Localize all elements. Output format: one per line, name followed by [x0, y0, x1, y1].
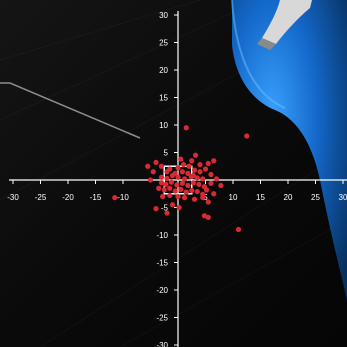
x-tick-label: -30 [7, 193, 19, 202]
x-tick-label: 30 [339, 193, 347, 202]
data-point [164, 169, 170, 175]
tick-labels: -30 -25 -20 -15 -10 5 10 15 20 25 30 30 25 20 15 10 5 -5 -… [7, 11, 347, 347]
data-point [189, 158, 195, 164]
data-point [191, 167, 198, 173]
data-point [163, 181, 169, 187]
data-point [208, 171, 214, 178]
pointer-line [0, 82, 141, 139]
y-tick-label: -30 [156, 341, 168, 347]
data-point [156, 185, 162, 191]
data-point [191, 196, 198, 202]
data-point [158, 174, 165, 180]
data-point [235, 226, 242, 233]
x-tick-label: -20 [62, 193, 74, 202]
data-point [193, 152, 199, 158]
x-tick-label: 15 [256, 193, 265, 202]
data-point [180, 162, 187, 168]
data-point [153, 206, 159, 212]
data-point [188, 174, 194, 180]
data-point [176, 204, 182, 211]
data-point [179, 169, 185, 175]
data-point [164, 210, 170, 216]
data-point [204, 187, 210, 193]
data-point [178, 156, 184, 162]
data-point [179, 180, 185, 186]
y-tick-label: -20 [156, 286, 168, 295]
data-point [175, 174, 181, 180]
data-point [205, 160, 211, 167]
data-point [189, 187, 195, 194]
data-point [145, 163, 151, 169]
data-point [196, 181, 202, 187]
data-point [174, 182, 180, 188]
y-tick-label: -25 [156, 314, 168, 323]
data-point [178, 186, 184, 192]
data-point [202, 166, 209, 172]
data-point [190, 180, 196, 186]
data-point [112, 195, 118, 201]
axes [9, 11, 347, 347]
data-point [185, 170, 191, 176]
data-point [182, 176, 188, 182]
data-point [186, 163, 192, 169]
data-point [205, 199, 211, 205]
data-point [185, 182, 191, 189]
y-tick-label: 20 [159, 66, 168, 75]
x-tick-label: -10 [117, 193, 129, 202]
data-point [167, 192, 173, 198]
y-tick-label: 5 [164, 149, 169, 158]
data-point [200, 195, 206, 201]
data-point [160, 193, 166, 200]
y-tick-label: 10 [159, 121, 168, 130]
data-point [175, 165, 181, 171]
data-point [208, 180, 214, 186]
robot-arm-illustration [231, 0, 347, 300]
data-point [205, 214, 211, 220]
x-tick-label: 5 [203, 193, 208, 202]
data-point [158, 163, 165, 169]
data-point [182, 195, 188, 201]
data-point [244, 133, 250, 139]
x-tick-label: 10 [229, 193, 238, 202]
x-tick-label: 25 [311, 193, 320, 202]
data-point [169, 202, 176, 208]
data-point [167, 185, 173, 191]
data-point [164, 175, 170, 181]
y-tick-label: 30 [159, 11, 168, 20]
data-point [158, 180, 165, 186]
data-point [153, 159, 159, 165]
y-tick-label: 25 [159, 39, 168, 48]
data-point [183, 125, 189, 131]
data-point [211, 158, 217, 164]
data-point [194, 188, 200, 195]
data-point [194, 175, 200, 181]
data-point [183, 189, 189, 195]
data-point [147, 177, 154, 183]
x-tick-label: -15 [90, 193, 102, 202]
y-tick-label: 15 [159, 94, 168, 103]
data-point [200, 176, 206, 182]
data-point [168, 179, 174, 185]
y-tick-label: -15 [156, 259, 168, 268]
data-point [150, 169, 156, 175]
x-tick-label: 20 [284, 193, 293, 202]
data-point [175, 193, 181, 200]
y-tick-label: -5 [161, 204, 169, 213]
data-points [112, 125, 250, 233]
data-point [197, 162, 203, 168]
data-point [197, 169, 203, 175]
data-point [211, 191, 217, 197]
data-point [169, 173, 176, 179]
data-point [218, 182, 224, 189]
data-point [161, 187, 167, 193]
x-tick-label: -25 [35, 193, 47, 202]
y-tick-label: -10 [156, 231, 168, 240]
data-point [172, 188, 178, 194]
data-point [213, 176, 220, 182]
